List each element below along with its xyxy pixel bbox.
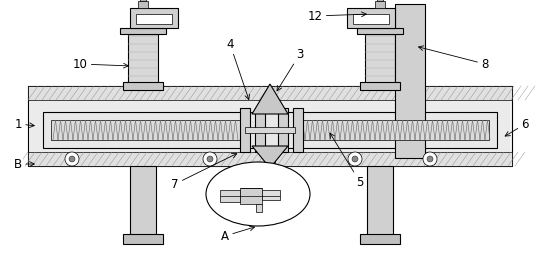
Text: 1: 1 (14, 118, 34, 131)
Bar (256, 204, 262, 212)
Circle shape (65, 152, 79, 166)
Bar (360, 234, 400, 244)
Bar (136, 14, 172, 24)
Polygon shape (252, 146, 288, 168)
Text: A: A (221, 226, 254, 243)
Circle shape (207, 156, 213, 162)
Bar (130, 166, 156, 239)
Text: 10: 10 (73, 57, 128, 71)
Bar (220, 190, 240, 202)
Bar (240, 108, 250, 152)
Text: 3: 3 (277, 47, 303, 91)
Text: 12: 12 (308, 9, 367, 23)
Text: 8: 8 (419, 46, 489, 71)
Bar (138, 1, 148, 8)
Bar (28, 86, 512, 100)
Text: 5: 5 (330, 133, 364, 188)
Ellipse shape (206, 162, 310, 226)
Bar (120, 28, 166, 34)
Bar (128, 34, 158, 86)
Bar (123, 82, 163, 90)
Bar (28, 152, 512, 166)
Bar (262, 190, 280, 200)
Bar (367, 166, 393, 239)
Circle shape (203, 152, 217, 166)
Bar (51, 120, 240, 140)
Text: 4: 4 (226, 38, 250, 100)
Bar (278, 108, 288, 152)
Text: 7: 7 (171, 154, 237, 190)
Bar (240, 188, 262, 204)
Bar (140, 0, 146, 1)
Text: 11: 11 (0, 253, 1, 254)
Bar (28, 86, 512, 166)
Bar (395, 4, 425, 158)
Bar (130, 8, 178, 28)
Text: 9: 9 (0, 253, 1, 254)
Bar (43, 112, 497, 148)
Text: B: B (14, 157, 34, 170)
Bar (245, 127, 295, 133)
Bar (365, 34, 395, 86)
Bar (293, 108, 303, 152)
Bar (377, 0, 383, 1)
Bar (357, 28, 403, 34)
Bar (255, 108, 265, 152)
Circle shape (427, 156, 433, 162)
Circle shape (352, 156, 358, 162)
Text: 6: 6 (505, 118, 529, 136)
Circle shape (423, 152, 437, 166)
Bar (347, 8, 395, 28)
Bar (265, 146, 275, 166)
Circle shape (348, 152, 362, 166)
Circle shape (69, 156, 75, 162)
Bar (375, 1, 385, 8)
Bar (30, 100, 510, 152)
Bar (123, 234, 163, 244)
Bar (298, 120, 489, 140)
Polygon shape (252, 84, 288, 114)
Bar (360, 82, 400, 90)
Bar (353, 14, 389, 24)
